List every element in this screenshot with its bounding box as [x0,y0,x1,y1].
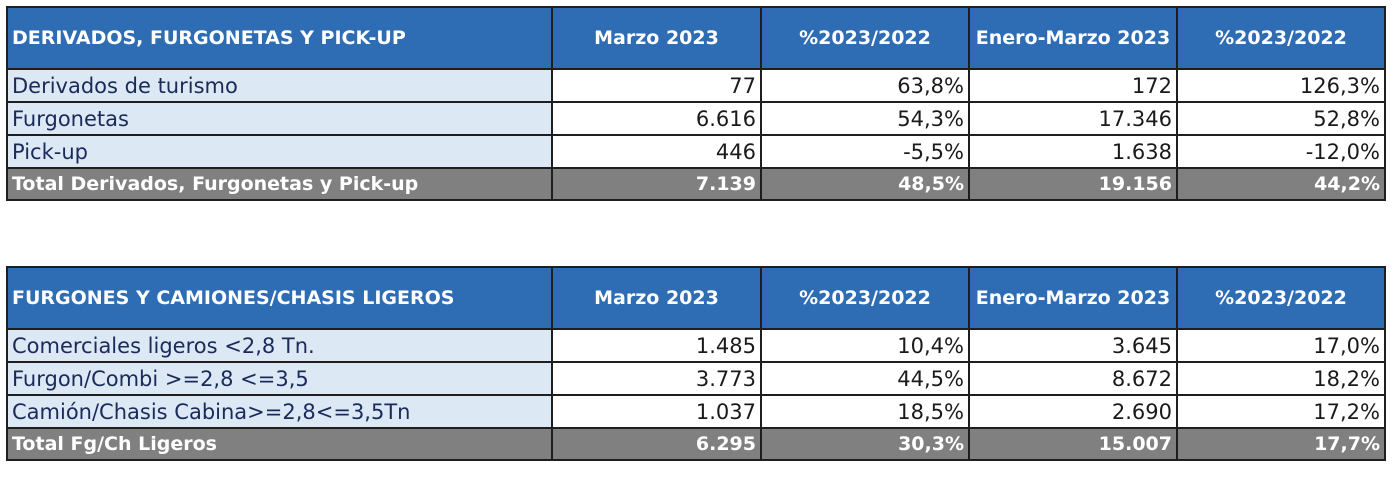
cell-value: 18,2% [1176,361,1386,396]
cell-value: 1.037 [551,394,762,429]
total-value: 44,2% [1176,167,1386,201]
column-header: Marzo 2023 [551,266,762,330]
table-row: Pick-up 446 -5,5% 1.638 -12,0% [6,134,1386,169]
row-label: Derivados de turismo [6,68,553,103]
total-row: Total Fg/Ch Ligeros 6.295 30,3% 15.007 1… [6,427,1386,461]
row-label: Comerciales ligeros <2,8 Tn. [6,328,553,363]
cell-value: 52,8% [1176,101,1386,136]
cell-value: 54,3% [760,101,970,136]
total-value: 7.139 [551,167,762,201]
row-label: Furgon/Combi >=2,8 <=3,5 [6,361,553,396]
cell-value: 126,3% [1176,68,1386,103]
cell-value: -12,0% [1176,134,1386,169]
total-value: 17,7% [1176,427,1386,461]
cell-value: 77 [551,68,762,103]
cell-value: 6.616 [551,101,762,136]
column-header: Enero-Marzo 2023 [968,6,1178,70]
table-row: Furgonetas 6.616 54,3% 17.346 52,8% [6,101,1386,136]
cell-value: 2.690 [968,394,1178,429]
table-derivados: DERIVADOS, FURGONETAS Y PICK-UP Marzo 20… [6,6,1386,201]
row-label: Furgonetas [6,101,553,136]
cell-value: 18,5% [760,394,970,429]
column-header: %2023/2022 [1176,266,1386,330]
total-label: Total Derivados, Furgonetas y Pick-up [6,167,553,201]
table-header: FURGONES Y CAMIONES/CHASIS LIGEROS Marzo… [6,266,1386,330]
cell-value: 17,2% [1176,394,1386,429]
total-row: Total Derivados, Furgonetas y Pick-up 7.… [6,167,1386,201]
table-row: Furgon/Combi >=2,8 <=3,5 3.773 44,5% 8.6… [6,361,1386,396]
table-furgones: FURGONES Y CAMIONES/CHASIS LIGEROS Marzo… [6,266,1386,461]
cell-value: 172 [968,68,1178,103]
cell-value: 446 [551,134,762,169]
cell-value: 1.638 [968,134,1178,169]
table-header: DERIVADOS, FURGONETAS Y PICK-UP Marzo 20… [6,6,1386,70]
row-label: Pick-up [6,134,553,169]
cell-value: -5,5% [760,134,970,169]
table-row: Camión/Chasis Cabina>=2,8<=3,5Tn 1.037 1… [6,394,1386,429]
row-label: Camión/Chasis Cabina>=2,8<=3,5Tn [6,394,553,429]
cell-value: 10,4% [760,328,970,363]
cell-value: 1.485 [551,328,762,363]
total-value: 48,5% [760,167,970,201]
column-header: Enero-Marzo 2023 [968,266,1178,330]
cell-value: 17,0% [1176,328,1386,363]
table-row: Comerciales ligeros <2,8 Tn. 1.485 10,4%… [6,328,1386,363]
cell-value: 17.346 [968,101,1178,136]
cell-value: 3.773 [551,361,762,396]
total-value: 19.156 [968,167,1178,201]
total-value: 6.295 [551,427,762,461]
column-header: %2023/2022 [1176,6,1386,70]
column-header: %2023/2022 [760,6,970,70]
total-label: Total Fg/Ch Ligeros [6,427,553,461]
column-header: %2023/2022 [760,266,970,330]
cell-value: 3.645 [968,328,1178,363]
column-header: Marzo 2023 [551,6,762,70]
total-value: 30,3% [760,427,970,461]
cell-value: 8.672 [968,361,1178,396]
cell-value: 44,5% [760,361,970,396]
table-title: FURGONES Y CAMIONES/CHASIS LIGEROS [6,266,553,330]
total-value: 15.007 [968,427,1178,461]
table-row: Derivados de turismo 77 63,8% 172 126,3% [6,68,1386,103]
cell-value: 63,8% [760,68,970,103]
table-title: DERIVADOS, FURGONETAS Y PICK-UP [6,6,553,70]
